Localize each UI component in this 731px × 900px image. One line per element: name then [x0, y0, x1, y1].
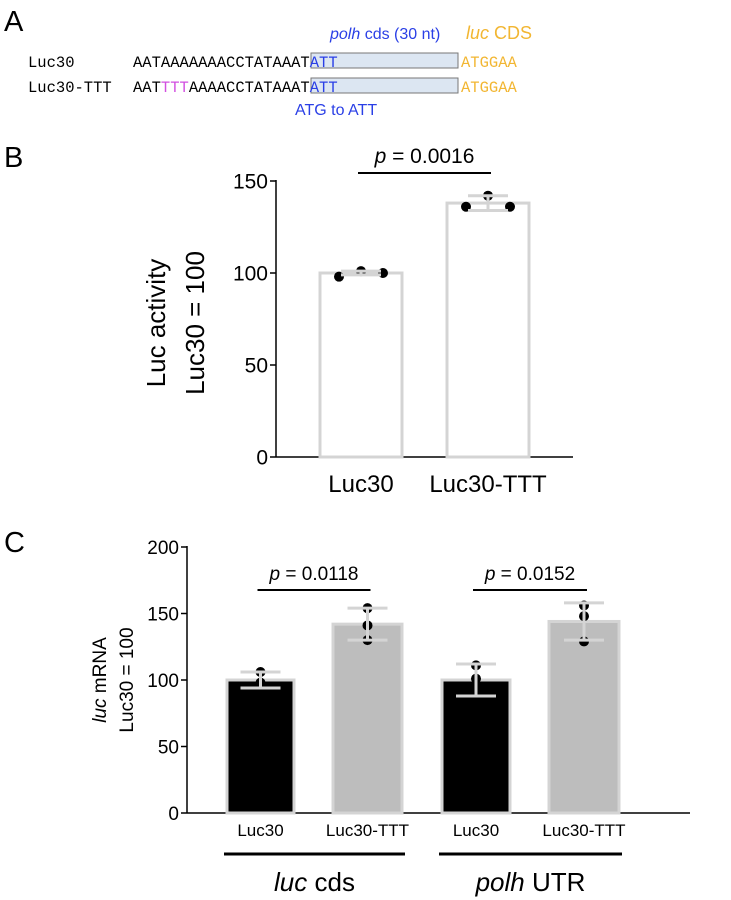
y-tick-label: 100	[147, 671, 179, 692]
ylabel-line2: Luc30 = 100	[180, 251, 210, 395]
group-label: luc cds	[274, 867, 355, 897]
mutation-note: ATG to ATT	[295, 102, 377, 119]
panel-label-a: A	[4, 6, 24, 38]
y-tick-label: 50	[158, 737, 179, 758]
luc-cds-label: luc CDS	[466, 23, 532, 43]
bar	[445, 201, 531, 459]
category-label: Luc30	[328, 471, 393, 498]
ylabel-line1: luc mRNA	[90, 637, 111, 723]
y-tick-label: 150	[233, 171, 268, 194]
p-value-label: p = 0.0152	[484, 564, 575, 585]
panel-label-b: B	[4, 142, 23, 174]
y-tick-label: 150	[147, 604, 179, 625]
group-label: polh UTR	[475, 867, 586, 897]
panel-c-chart: 0 50 100 150 200 Luc30 Luc30-TTT Luc30 Luc30-TTT…	[147, 538, 690, 897]
polh-cds-label: polh cds (30 nt)	[329, 26, 440, 43]
panel-label-c: C	[4, 527, 25, 559]
y-tick-label: 50	[245, 355, 268, 378]
category-label: Luc30-TTT	[326, 821, 409, 840]
y-tick-label: 0	[256, 447, 268, 470]
category-label: Luc30-TTT	[542, 821, 625, 840]
p-value-label: p = 0.0118	[269, 564, 359, 585]
construct-name-row2: Luc30-TTT	[28, 79, 112, 97]
panel-b-ylabel: Luc activity Luc30 = 100	[141, 251, 210, 395]
y-tick-label: 100	[233, 263, 268, 286]
bar	[440, 678, 512, 815]
polh-cds-box-row2	[310, 77, 459, 94]
ylabel-line1: Luc activity	[141, 259, 171, 388]
y-tick-label: 0	[168, 804, 179, 825]
p-value-label: p = 0.0016	[374, 145, 475, 168]
bar	[331, 622, 404, 815]
luc-seq-row2: ATGGAA	[461, 79, 518, 97]
luc-seq-row1: ATGGAA	[461, 54, 518, 72]
polh-cds-box-row1	[310, 52, 459, 69]
panel-c-ylabel: luc mRNA Luc30 = 100	[90, 627, 138, 732]
bar	[318, 271, 404, 459]
category-label: Luc30	[453, 821, 499, 840]
bar	[547, 619, 621, 815]
data-point	[334, 271, 344, 282]
category-label: Luc30	[237, 821, 283, 840]
category-label: Luc30-TTT	[429, 471, 547, 498]
data-point	[378, 268, 388, 278]
sequence-row1: AATAAAAAAACCTATAAATATT	[133, 54, 338, 72]
panel-b-chart: 0 50 100 150 Luc30 Luc30-TTT p = 0.0016	[233, 145, 573, 498]
panel-a-sequence-diagram: polh cds (30 nt) luc CDS Luc30 AATAAAAAA…	[28, 23, 532, 119]
y-tick-label: 200	[147, 538, 179, 559]
sequence-row2: AATTTTAAAACCTATAAATATT	[133, 79, 338, 97]
construct-name-row1: Luc30	[28, 54, 75, 72]
ylabel-line2: Luc30 = 100	[117, 627, 138, 732]
bar	[225, 678, 296, 815]
